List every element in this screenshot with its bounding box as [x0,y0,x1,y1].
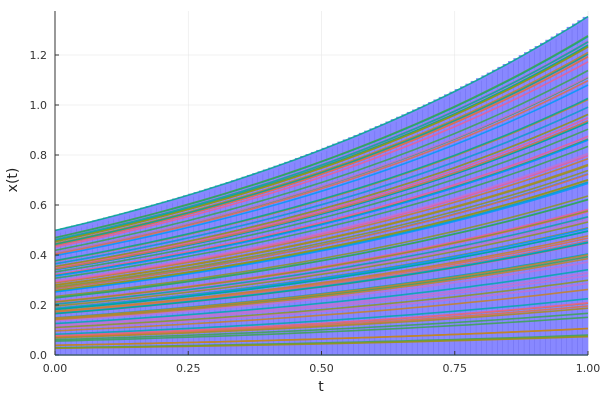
y-axis-label: x(t) [5,168,21,193]
y-tick-label: 1.2 [30,49,48,62]
x-tick-label: 1.00 [576,362,600,375]
y-tick-label: 1.0 [30,99,48,112]
x-tick-label: 0.75 [443,362,468,375]
trajectory-lines [54,15,589,356]
y-tick-label: 0.8 [30,149,48,162]
y-tick-label: 0.0 [30,349,48,362]
x-axis-ticks: 0.00 0.25 0.50 0.75 1.00 [43,351,600,375]
x-tick-label: 0.25 [176,362,201,375]
x-tick-label: 0.50 [309,362,334,375]
y-tick-label: 0.6 [30,199,48,212]
y-axis-ticks: 0.0 0.2 0.4 0.6 0.8 1.0 1.2 [30,49,59,362]
x-tick-label: 0.00 [43,362,68,375]
y-tick-label: 0.4 [30,249,48,262]
y-tick-label: 0.2 [30,299,48,312]
x-axis-label: t [318,379,324,395]
